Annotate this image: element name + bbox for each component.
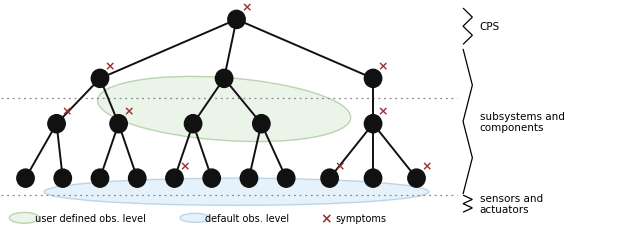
Text: subsystems and
components: subsystems and components [480,111,565,133]
Ellipse shape [91,169,109,187]
Ellipse shape [253,115,270,133]
Ellipse shape [180,213,210,222]
Ellipse shape [98,77,351,142]
Ellipse shape [166,169,183,187]
Text: CPS: CPS [480,22,500,32]
Ellipse shape [240,169,258,187]
Ellipse shape [54,169,72,187]
Text: symptoms: symptoms [336,213,387,223]
Text: user defined obs. level: user defined obs. level [35,213,146,223]
Ellipse shape [91,70,109,88]
Ellipse shape [9,213,39,223]
Ellipse shape [228,11,245,29]
Text: ×: × [378,60,388,73]
Text: ×: × [378,105,388,118]
Text: ×: × [421,159,432,172]
Text: ×: × [241,1,252,14]
Ellipse shape [129,169,146,187]
Text: ×: × [179,159,190,172]
Ellipse shape [44,178,429,205]
Text: ×: × [320,211,332,225]
Ellipse shape [110,115,128,133]
Text: ×: × [61,105,72,118]
Ellipse shape [364,70,382,88]
Ellipse shape [364,169,382,187]
Ellipse shape [215,70,233,88]
Ellipse shape [364,115,382,133]
Ellipse shape [48,115,65,133]
Ellipse shape [17,169,34,187]
Ellipse shape [203,169,220,187]
Text: ×: × [104,60,115,73]
Ellipse shape [408,169,425,187]
Text: ×: × [334,159,345,172]
Ellipse shape [321,169,338,187]
Text: default obs. level: default obs. level [205,213,290,223]
Text: sensors and
actuators: sensors and actuators [480,193,543,215]
Ellipse shape [184,115,202,133]
Text: ×: × [123,105,134,118]
Ellipse shape [277,169,295,187]
